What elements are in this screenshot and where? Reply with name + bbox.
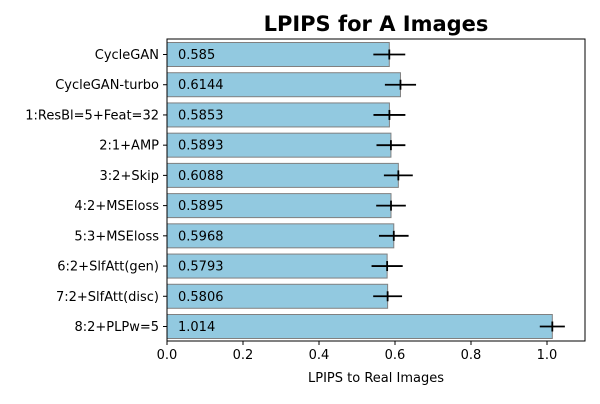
plot-area-frame xyxy=(166,38,586,342)
y-tick-label-9: 8:2+PLPw=5 xyxy=(74,320,159,335)
y-tick-label-8: 7:2+SlfAtt(disc) xyxy=(56,290,159,305)
x-tick-label-5: 1.0 xyxy=(537,348,558,363)
y-tick-label-1: CycleGAN-turbo xyxy=(55,78,159,93)
y-axis: CycleGAN CycleGAN-turbo 1:ResBl=5+Feat=32 2… xyxy=(25,48,167,335)
bar-0 xyxy=(166,42,390,67)
value-label-3: 0.5893 xyxy=(178,139,224,154)
value-label-2: 0.5853 xyxy=(178,108,224,123)
y-tick-label-0: CycleGAN xyxy=(95,48,159,63)
value-label-4: 0.6088 xyxy=(178,169,224,184)
x-tick-label-2: 0.4 xyxy=(309,348,330,363)
y-tick-label-6: 5:3+MSEloss xyxy=(74,229,159,244)
bars-layer xyxy=(166,42,553,339)
value-label-6: 0.5968 xyxy=(178,229,224,244)
value-labels-layer: 0.585 0.6144 0.5853 0.5893 0.6088 0.5895 0.596… xyxy=(178,48,224,335)
x-tick-label-0: 0.0 xyxy=(157,348,178,363)
bar-4 xyxy=(166,162,399,188)
bar-2 xyxy=(166,102,390,128)
y-tick-label-3: 2:1+AMP xyxy=(99,139,159,154)
value-label-8: 0.5806 xyxy=(178,290,224,305)
chart-title: LPIPS for A Images xyxy=(264,12,489,36)
x-tick-label-4: 0.8 xyxy=(461,348,482,363)
y-tick-label-5: 4:2+MSEloss xyxy=(74,199,159,214)
value-label-5: 0.5895 xyxy=(178,199,224,214)
error-bars-layer xyxy=(371,49,565,332)
value-label-0: 0.585 xyxy=(178,48,215,63)
bar-9 xyxy=(166,314,553,339)
value-label-9: 1.014 xyxy=(178,320,215,335)
bar-6 xyxy=(166,223,395,249)
y-tick-label-4: 3:2+Skip xyxy=(100,169,159,184)
bar-1 xyxy=(166,72,401,98)
x-axis-label: LPIPS to Real Images xyxy=(308,371,444,386)
value-label-1: 0.6144 xyxy=(178,78,224,93)
y-tick-label-2: 1:ResBl=5+Feat=32 xyxy=(25,108,159,123)
x-axis: 0.0 0.2 0.4 0.6 0.8 1.0 xyxy=(157,341,558,363)
x-tick-label-3: 0.6 xyxy=(385,348,406,363)
y-tick-label-7: 6:2+SlfAtt(gen) xyxy=(57,260,159,275)
value-label-7: 0.5793 xyxy=(178,260,224,275)
x-tick-label-1: 0.2 xyxy=(233,348,254,363)
